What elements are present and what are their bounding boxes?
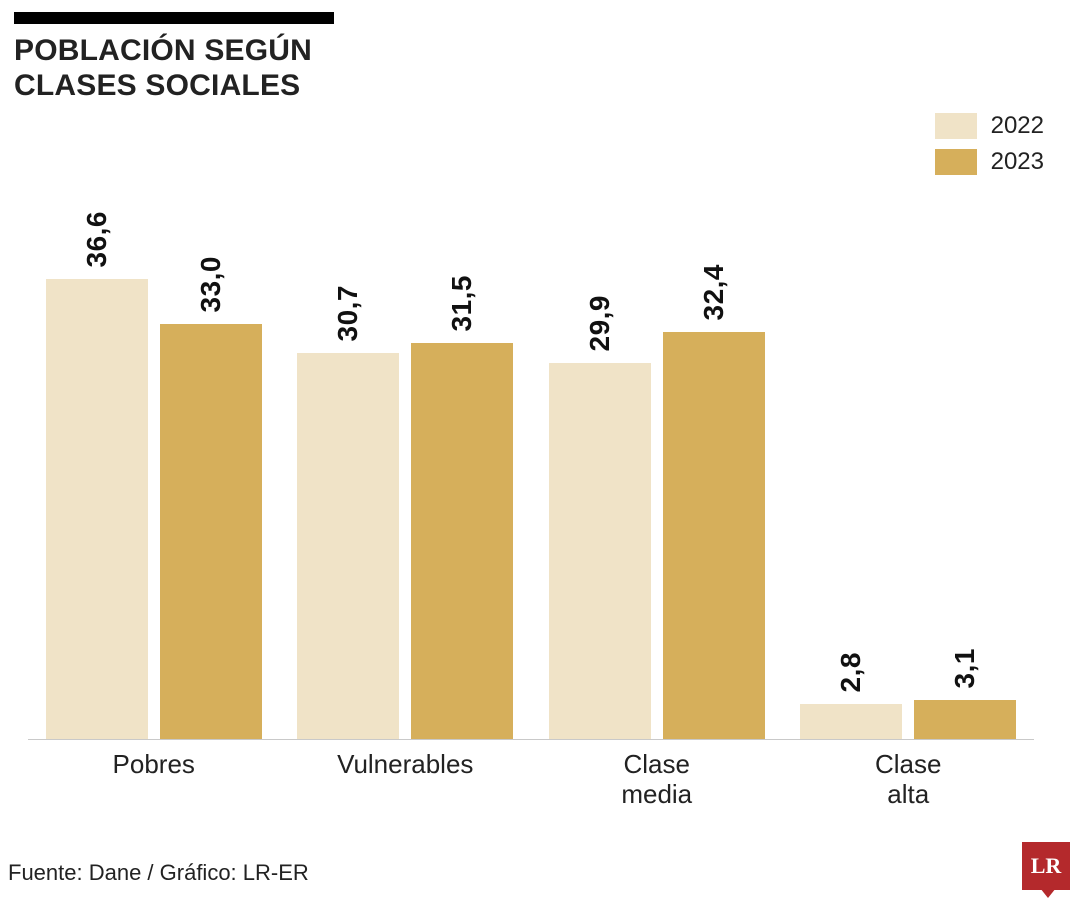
legend-label-2023: 2023: [991, 148, 1044, 176]
bar: [297, 353, 399, 739]
bar: [800, 704, 902, 739]
bar-value-label: 31,5: [446, 275, 478, 332]
bar: [663, 332, 765, 739]
legend-item-2023: 2023: [935, 148, 1044, 176]
title-accent-bar: [14, 12, 334, 24]
bar-group: 36,6 33,0: [28, 211, 280, 740]
bar-wrap: 30,7: [297, 285, 399, 740]
bar-value-label: 3,1: [949, 648, 981, 688]
category-label: Clasemedia: [531, 750, 783, 810]
category-label: Clasealta: [783, 750, 1035, 810]
bar-wrap: 31,5: [411, 275, 513, 740]
chart-title: POBLACIÓN SEGÚNCLASES SOCIALES: [14, 34, 312, 103]
legend-swatch-2023: [935, 149, 977, 175]
legend-swatch-2022: [935, 113, 977, 139]
publisher-logo-tail: [1040, 888, 1056, 898]
publisher-logo: LR: [1022, 842, 1070, 890]
bar-wrap: 33,0: [160, 256, 262, 740]
bar-group: 30,7 31,5: [280, 275, 532, 740]
bar-wrap: 32,4: [663, 264, 765, 740]
bar-value-label: 33,0: [195, 256, 227, 313]
bar: [549, 363, 651, 739]
legend: 2022 2023: [935, 112, 1044, 184]
x-axis-labels: PobresVulnerablesClasemediaClasealta: [28, 750, 1034, 810]
bar-value-label: 2,8: [835, 652, 867, 692]
bar-value-label: 32,4: [698, 264, 730, 321]
legend-item-2022: 2022: [935, 112, 1044, 140]
bar-value-label: 29,9: [584, 295, 616, 352]
bar-wrap: 29,9: [549, 295, 651, 740]
bar: [160, 324, 262, 739]
bar: [914, 700, 1016, 739]
bar: [411, 343, 513, 739]
source-text: Fuente: Dane / Gráfico: LR-ER: [8, 860, 309, 886]
bar-value-label: 36,6: [81, 211, 113, 268]
category-label: Vulnerables: [280, 750, 532, 810]
bar-chart: 36,6 33,0 30,7 31,5 29,9 32,4 2,8 3,1: [28, 210, 1034, 740]
plot-area: 36,6 33,0 30,7 31,5 29,9 32,4 2,8 3,1: [28, 210, 1034, 740]
legend-label-2022: 2022: [991, 112, 1044, 140]
bar-group: 29,9 32,4: [531, 264, 783, 740]
bar-wrap: 2,8: [800, 652, 902, 739]
bar-wrap: 36,6: [46, 211, 148, 740]
category-label: Pobres: [28, 750, 280, 810]
bar-wrap: 3,1: [914, 648, 1016, 739]
bar-value-label: 30,7: [332, 285, 364, 342]
bar: [46, 279, 148, 739]
bar-group: 2,8 3,1: [783, 648, 1035, 739]
